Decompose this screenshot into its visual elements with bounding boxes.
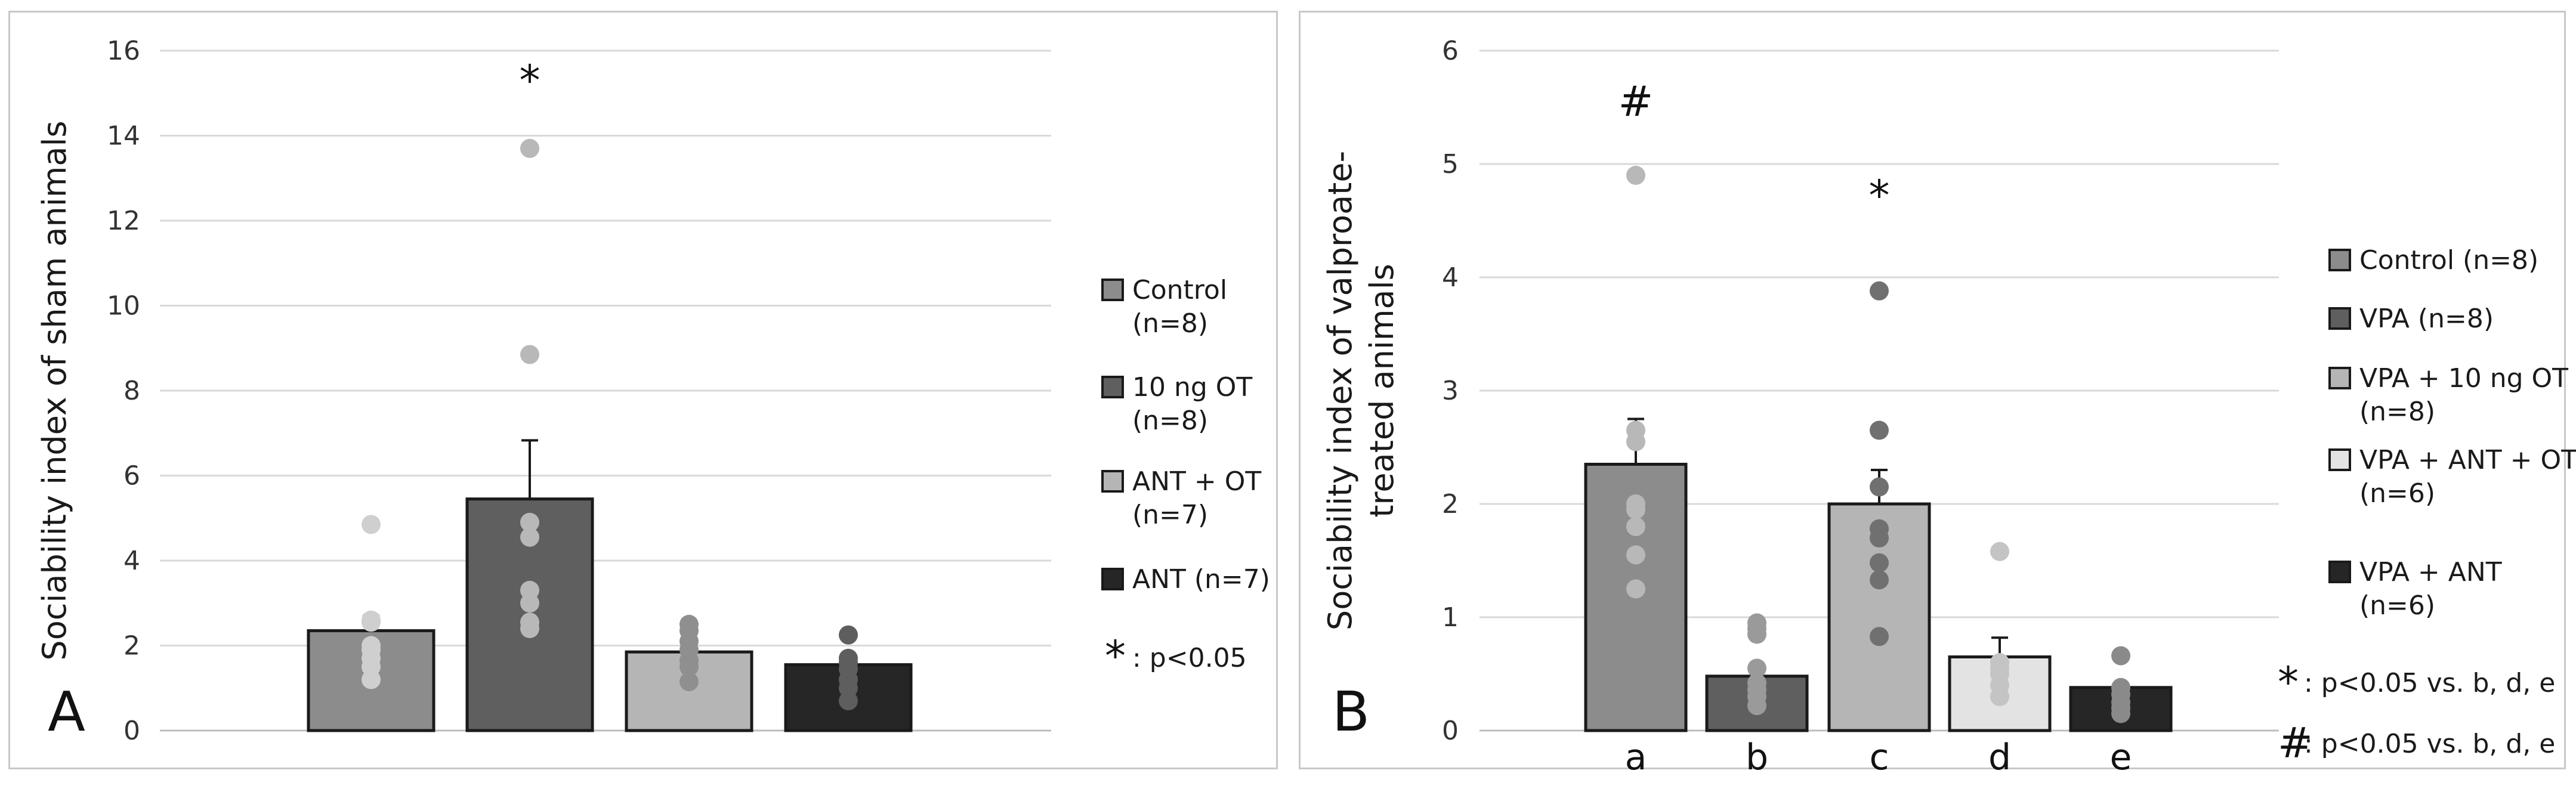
- panel-b-legend-label: VPA + 10 ng OT: [2359, 363, 2568, 394]
- panel-b-y-tick-label: 4: [1442, 262, 1459, 293]
- panel-b-data-point: [1870, 519, 1889, 539]
- panel-a-data-point: [679, 672, 699, 692]
- panel-b-category-label: e: [2110, 737, 2132, 778]
- panel-b-y-axis-label-line2: treated animals: [1363, 264, 1401, 518]
- panel-b-significance-marker: *: [1869, 171, 1890, 220]
- panel-b-legend-swatch: [2328, 249, 2351, 271]
- panel-b-data-point: [1870, 477, 1889, 497]
- panel-b-data-point: [1870, 627, 1889, 646]
- panel-b-data-point: [1870, 553, 1889, 573]
- panel-a-data-point: [362, 610, 381, 630]
- panel-a-y-tick-label: 2: [123, 631, 140, 661]
- panel-a-significance-note-symbol: *: [1105, 632, 1126, 680]
- panel-a-y-tick-label: 12: [107, 206, 140, 236]
- panel-a-data-point: [520, 512, 539, 532]
- panel-a-legend-label: ANT + OT: [1132, 466, 1261, 497]
- panel-b-data-point: [1990, 653, 2009, 672]
- panel-b-panel-letter: B: [1332, 680, 1370, 744]
- panel-b-legend-label: (n=6): [2359, 590, 2435, 621]
- panel-a-data-point: [520, 138, 539, 158]
- panel-b-data-point: [1870, 281, 1889, 301]
- panel-a-data-point: [520, 345, 539, 364]
- panel-b-y-tick-label: 0: [1442, 716, 1459, 746]
- panel-b-legend-label: VPA + ANT: [2359, 557, 2502, 587]
- panel-a-legend-label: (n=7): [1132, 500, 1208, 530]
- panel-a-y-tick-label: 4: [123, 546, 140, 576]
- panel-a-legend-label: (n=8): [1132, 308, 1208, 339]
- panel-a-y-tick-label: 10: [107, 291, 140, 321]
- panel-b-data-point: [1870, 420, 1889, 440]
- panel-a-legend-swatch: [1101, 279, 1124, 301]
- panel-a-data-point: [520, 580, 539, 600]
- panel-a-y-tick-label: 16: [107, 36, 140, 66]
- panel-a-data-point: [362, 515, 381, 534]
- panel-b-significance-note: : p<0.05 vs. b, d, e: [2304, 668, 2555, 698]
- panel-b-data-point: [2111, 646, 2130, 666]
- panel-b-legend-label: (n=8): [2359, 397, 2435, 427]
- panel-b-significance-note: : p<0.05 vs. b, d, e: [2304, 729, 2555, 759]
- panel-b-y-tick-label: 5: [1442, 149, 1459, 180]
- panel-a-y-axis-label: Sociability index of sham animals: [36, 120, 73, 660]
- panel-a-legend-label: (n=8): [1132, 406, 1208, 436]
- panel-a-y-tick-label: 0: [123, 716, 140, 746]
- panel-a-significance-marker: *: [520, 56, 540, 105]
- panel-a-data-point: [520, 612, 539, 632]
- panel-b-category-label: d: [1988, 737, 2011, 778]
- panel-b-y-tick-label: 1: [1442, 602, 1459, 633]
- panel-a-legend-swatch: [1101, 376, 1124, 398]
- panel-a-data-point: [679, 614, 699, 634]
- panel-b-data-point: [1990, 542, 2009, 561]
- panel-a-legend-label: 10 ng OT: [1132, 372, 1252, 403]
- panel-b-legend-swatch: [2328, 448, 2351, 471]
- panel-a-significance-note: : p<0.05: [1132, 643, 1247, 673]
- panel-b-legend-swatch: [2328, 367, 2351, 389]
- panel-a-y-tick-label: 8: [123, 376, 140, 406]
- panel-b-legend-swatch: [2328, 307, 2351, 330]
- panel-a-y-tick-label: 14: [107, 121, 140, 151]
- panel-b-category-label: b: [1746, 737, 1768, 778]
- panel-b-data-point: [1870, 570, 1889, 590]
- panel-b-data-point: [1626, 545, 1645, 565]
- panel-b-significance-note-symbol: #: [2278, 719, 2313, 768]
- panel-a-data-point: [839, 625, 858, 645]
- panel-a-data-point: [839, 648, 858, 668]
- panel-b-legend-label: VPA + ANT + OT: [2359, 445, 2576, 475]
- panel-b-legend-label: VPA (n=8): [2359, 304, 2494, 334]
- panel-b-y-tick-label: 2: [1442, 489, 1459, 519]
- panel-b-significance-note-symbol: *: [2278, 658, 2299, 707]
- panel-b-y-axis-label: Sociability index of valproate-: [1321, 151, 1359, 630]
- panel-b-data-point: [2111, 677, 2130, 697]
- panel-a-legend-label: ANT (n=7): [1132, 564, 1270, 595]
- panel-b-data-point: [1626, 494, 1645, 513]
- panel-b-legend-label: (n=6): [2359, 478, 2435, 509]
- panel-b-significance-marker: #: [1619, 78, 1654, 126]
- panel-b-legend-swatch: [2328, 561, 2351, 583]
- panel-b-data-point: [1626, 579, 1645, 599]
- panel-a-legend-swatch: [1101, 470, 1124, 493]
- panel-a-data-point: [362, 636, 381, 655]
- panel-b-category-label: a: [1625, 737, 1647, 778]
- panel-b-y-tick-label: 6: [1442, 36, 1459, 66]
- panel-b-y-tick-label: 3: [1442, 376, 1459, 406]
- panel-b-legend-label: Control (n=8): [2359, 245, 2538, 276]
- panel-b-data-point: [1747, 613, 1766, 633]
- panel-b-category-label: c: [1870, 737, 1889, 778]
- panel-a-data-point: [520, 527, 539, 547]
- panel-b-data-point: [1626, 166, 1645, 185]
- panel-b-data-point: [1747, 658, 1766, 678]
- panel-b-data-point: [1626, 517, 1645, 536]
- panel-a-panel-letter: A: [48, 680, 85, 744]
- panel-b-data-point: [1626, 420, 1645, 440]
- panel-a-y-tick-label: 6: [123, 461, 140, 491]
- panel-a-legend-label: Control: [1132, 275, 1227, 305]
- panel-a-legend-swatch: [1101, 568, 1124, 590]
- panel-b-data-point: [1747, 673, 1766, 693]
